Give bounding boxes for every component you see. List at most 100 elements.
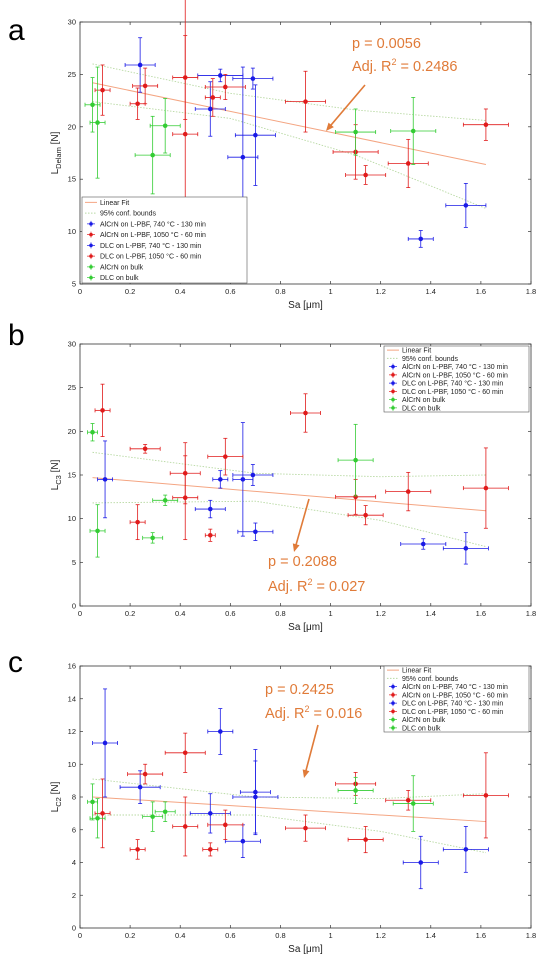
point-marker — [483, 122, 489, 128]
legend-entry: DLC on L-PBF, 740 °C - 130 min — [389, 700, 503, 708]
linear-fit-line — [92, 477, 486, 512]
conf-bound-lower — [92, 101, 487, 209]
y-tick-label: 8 — [72, 793, 76, 802]
legend-swatch-marker — [391, 701, 395, 705]
y-tick-label: 5 — [72, 558, 76, 567]
y-tick-label: 10 — [68, 514, 76, 523]
p-value-annotation: p = 0.2088 — [268, 554, 337, 570]
p-value-annotation: p = 0.0056 — [352, 36, 421, 52]
data-point — [212, 470, 229, 489]
x-tick-label: 0.2 — [125, 609, 135, 618]
legend-entry: AlCrN on bulk — [389, 396, 446, 404]
point-marker — [95, 120, 100, 125]
legend-entry: Linear Fit — [387, 348, 431, 355]
data-point — [337, 776, 374, 804]
point-marker — [162, 498, 168, 503]
legend-entry: DLC on bulk — [389, 724, 441, 732]
legend-entry: DLC on L-PBF, 740 °C - 130 min — [87, 242, 201, 250]
data-point — [400, 538, 447, 550]
legend-entry: DLC on bulk — [87, 274, 139, 282]
data-point — [194, 81, 226, 137]
point-marker — [137, 784, 143, 790]
x-tick-label: 1.2 — [375, 609, 385, 618]
legend-entry: 95% conf. bounds — [85, 211, 157, 218]
point-marker — [218, 73, 223, 78]
point-marker — [150, 814, 155, 819]
x-tick-label: 0.4 — [175, 931, 185, 940]
data-point — [134, 115, 171, 195]
linear-fit-line — [92, 82, 487, 166]
y-tick-label: 16 — [68, 662, 76, 671]
data-point — [390, 97, 437, 165]
legend-swatch-marker — [391, 684, 395, 689]
data-point — [92, 688, 118, 798]
annotation-arrow — [327, 84, 366, 129]
legend-swatch-marker — [391, 717, 395, 722]
data-point — [347, 826, 384, 854]
point-marker — [483, 793, 489, 798]
point-marker — [353, 457, 358, 463]
point-marker — [102, 740, 108, 746]
data-point — [194, 499, 226, 519]
x-tick-label: 1 — [328, 287, 332, 296]
legend-label: DLC on L-PBF, 740 °C - 130 min — [402, 700, 503, 708]
legend-entry: DLC on L-PBF, 1050 °C - 60 min — [389, 388, 503, 396]
point-marker — [142, 446, 148, 452]
legend-label: DLC on bulk — [402, 725, 441, 732]
point-marker — [207, 847, 213, 852]
point-marker — [405, 797, 411, 803]
point-marker — [100, 87, 105, 93]
data-point — [129, 444, 161, 454]
x-tick-label: 1.8 — [526, 287, 536, 296]
data-point — [87, 423, 98, 442]
point-marker — [253, 529, 258, 535]
data-point — [232, 67, 274, 90]
data-point — [392, 775, 434, 832]
r-squared-annotation: Adj. R2 = 0.027 — [268, 577, 365, 595]
point-marker — [207, 532, 213, 538]
y-tick-label: 15 — [68, 471, 76, 480]
legend-label: DLC on bulk — [402, 405, 441, 412]
legend-swatch-marker — [89, 254, 93, 258]
data-point — [337, 423, 374, 497]
legend-label: 95% conf. bounds — [402, 356, 459, 363]
r-squared-prefix: Adj. R — [265, 706, 305, 722]
conf-bound-upper — [92, 778, 486, 800]
data-point — [124, 37, 156, 93]
y-tick-label: 10 — [68, 227, 76, 236]
y-tick-label: 20 — [68, 427, 76, 436]
x-tick-label: 1 — [328, 931, 332, 940]
legend-swatch-marker — [89, 243, 93, 248]
point-marker — [303, 410, 308, 416]
legend: Linear Fit 95% conf. bounds AlCrN on L-PBF… — [81, 196, 248, 284]
point-marker — [303, 825, 308, 831]
point-marker — [303, 99, 308, 104]
data-point — [149, 98, 181, 154]
point-marker — [420, 541, 426, 547]
point-marker — [418, 860, 424, 865]
legend-entry: AlCrN on bulk — [389, 716, 446, 724]
legend-entry: DLC on L-PBF, 1050 °C - 60 min — [389, 708, 503, 716]
y-axis-label-sub: C2 — [54, 797, 63, 807]
y-axis-label-sub: Delam — [54, 147, 63, 169]
conf-bound-lower — [92, 814, 486, 854]
legend-entry: AlCrN on L-PBF, 740 °C - 130 min — [389, 683, 508, 691]
point-marker — [353, 788, 358, 793]
p-value-annotation: p = 0.2425 — [265, 682, 334, 698]
data-point — [462, 108, 509, 141]
y-tick-label: 10 — [68, 760, 76, 769]
annotation-arrow — [294, 498, 310, 549]
panel-c: c 0 0.2 0.4 0.6 0.8 1 1.2 1.4 1.6 1.8 0 2 4 6 8 10 12 14 16… — [8, 646, 536, 955]
legend-box — [81, 196, 248, 284]
data-point — [172, 455, 199, 541]
y-axis-label: LC2 [N] — [50, 781, 63, 812]
x-tick-label: 0.2 — [125, 931, 135, 940]
data-point — [89, 798, 106, 839]
annotation-arrowhead — [326, 122, 334, 131]
point-marker — [142, 83, 148, 89]
r-squared-annotation: Adj. R2 = 0.016 — [265, 704, 362, 722]
legend-label: AlCrN on L-PBF, 1050 °C - 60 min — [402, 371, 508, 379]
r-squared-annotation: Adj. R2 = 0.2486 — [352, 57, 457, 75]
data-point — [129, 839, 146, 860]
